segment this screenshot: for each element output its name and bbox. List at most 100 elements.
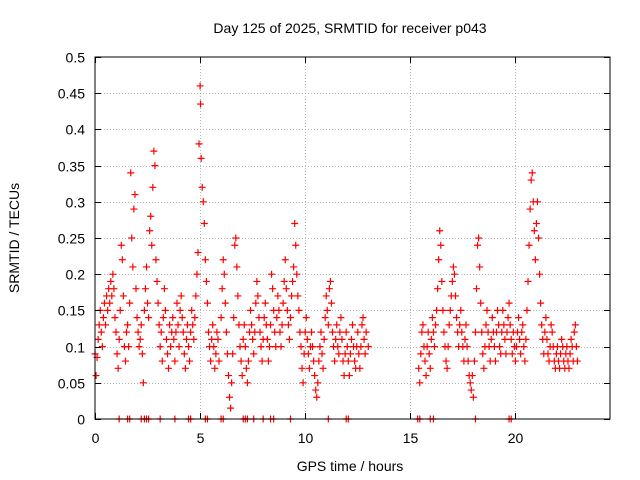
- data-point: [269, 285, 277, 293]
- data-point: [297, 343, 305, 351]
- data-point: [170, 335, 178, 343]
- data-point: [228, 379, 236, 387]
- data-point: [208, 335, 216, 343]
- data-point: [471, 328, 479, 336]
- data-point: [242, 364, 250, 372]
- data-point: [220, 270, 228, 278]
- data-point: [360, 335, 368, 343]
- data-point: [137, 321, 145, 329]
- data-point: [192, 292, 200, 300]
- y-tick-label: 0.5: [66, 50, 86, 66]
- data-point: [193, 270, 201, 278]
- data-point: [240, 321, 248, 329]
- data-point: [248, 321, 256, 329]
- data-point: [149, 183, 157, 191]
- data-point: [499, 306, 507, 314]
- data-point: [344, 357, 352, 365]
- data-point: [278, 321, 286, 329]
- data-point: [524, 277, 532, 285]
- data-point: [92, 372, 100, 380]
- data-point: [179, 328, 187, 336]
- data-point: [473, 285, 481, 293]
- data-point: [134, 328, 142, 336]
- data-point: [295, 306, 303, 314]
- data-point: [415, 364, 423, 372]
- data-point: [288, 292, 296, 300]
- data-point: [504, 314, 512, 322]
- data-point: [181, 364, 189, 372]
- y-tick-labels: 0 0.05 0.1 0.15 0.2 0.25 0.3 0.35 0.4 0.45 0.5: [58, 50, 85, 428]
- data-point: [478, 328, 486, 336]
- data-point: [446, 306, 454, 314]
- data-point: [417, 350, 425, 358]
- data-point: [448, 277, 456, 285]
- data-point: [112, 328, 120, 336]
- data-point: [157, 328, 165, 336]
- data-point: [505, 299, 513, 307]
- data-point: [234, 292, 242, 300]
- data-point: [214, 335, 222, 343]
- data-point: [538, 321, 546, 329]
- data-point: [313, 393, 321, 401]
- data-point: [279, 299, 287, 307]
- data-point: [98, 343, 106, 351]
- data-point: [182, 335, 190, 343]
- data-point: [503, 328, 511, 336]
- data-point: [175, 343, 183, 351]
- y-tick-label: 0.3: [66, 195, 86, 211]
- data-point: [174, 321, 182, 329]
- data-point: [543, 335, 551, 343]
- y-axis-label: SRMTID / TECUs: [6, 183, 22, 293]
- data-point: [159, 314, 167, 322]
- data-point: [338, 335, 346, 343]
- data-point: [139, 379, 147, 387]
- data-point: [571, 321, 579, 329]
- data-point: [518, 328, 526, 336]
- data-point: [457, 306, 465, 314]
- data-point: [443, 364, 451, 372]
- data-point: [247, 306, 255, 314]
- data-point: [232, 234, 240, 242]
- data-point: [109, 270, 117, 278]
- data-point: [299, 379, 307, 387]
- data-point: [211, 364, 219, 372]
- data-point: [294, 292, 302, 300]
- data-point: [127, 169, 135, 177]
- data-point: [477, 299, 485, 307]
- data-point: [252, 299, 260, 307]
- data-point: [558, 335, 566, 343]
- data-point: [475, 234, 483, 242]
- y-tick-label: 0.15: [58, 303, 85, 319]
- data-point: [291, 220, 299, 228]
- data-point: [143, 263, 150, 271]
- data-point: [347, 335, 355, 343]
- data-point: [467, 386, 475, 394]
- data-point: [466, 379, 474, 387]
- data-point: [201, 256, 209, 264]
- data-point: [548, 328, 556, 336]
- data-point: [180, 350, 188, 358]
- data-points: [91, 82, 581, 423]
- data-point: [311, 372, 319, 380]
- data-point: [128, 234, 136, 242]
- data-point: [257, 343, 265, 351]
- data-point: [468, 372, 476, 380]
- data-point: [189, 321, 197, 329]
- data-point: [110, 285, 118, 293]
- data-point: [244, 357, 252, 365]
- data-point: [155, 321, 163, 329]
- data-point: [573, 357, 581, 365]
- data-point: [333, 321, 341, 329]
- data-point: [280, 277, 288, 285]
- data-point: [429, 328, 437, 336]
- data-point: [289, 277, 297, 285]
- data-point: [364, 343, 372, 351]
- data-point: [132, 285, 140, 293]
- data-point: [219, 256, 227, 264]
- data-point: [358, 321, 366, 329]
- x-tick-label: 10: [298, 430, 314, 446]
- data-point: [198, 183, 206, 191]
- data-point: [267, 321, 275, 329]
- data-point: [197, 100, 205, 108]
